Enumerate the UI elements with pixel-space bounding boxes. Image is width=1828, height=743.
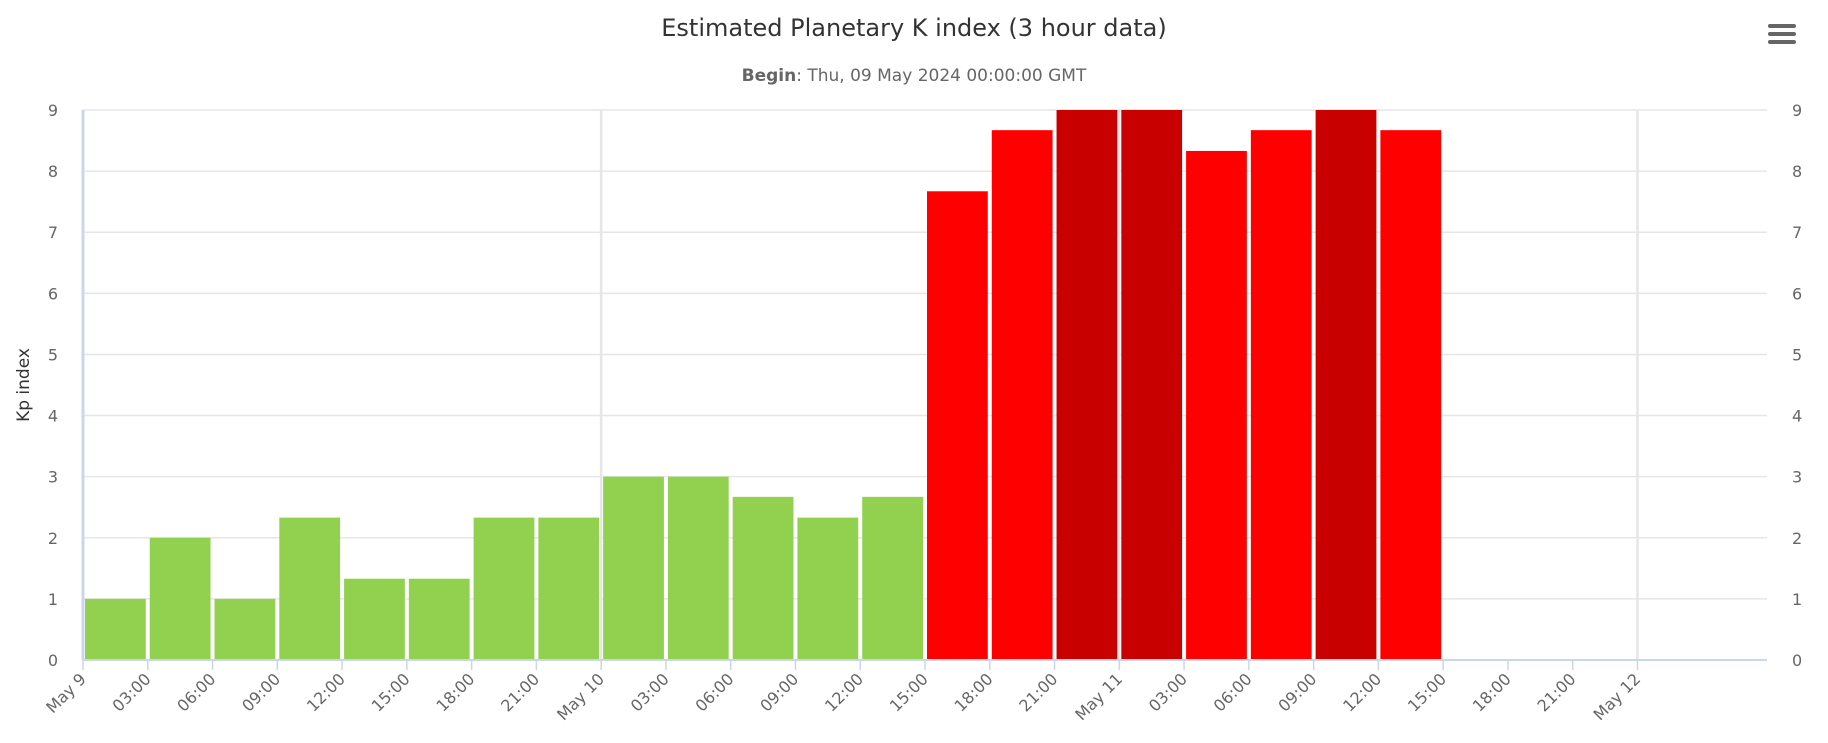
kp-bar [927,191,988,660]
bar-layer [85,110,1442,660]
x-tick-label: 18:00 [1469,669,1515,715]
x-tick-label: 09:00 [756,669,802,715]
hamburger-icon [1768,24,1796,28]
y-axis-title: Kp index [14,348,34,422]
kp-bar [1315,110,1377,660]
x-tick-label: 09:00 [1274,669,1320,715]
kp-bar [797,517,859,660]
kp-bar [538,517,600,660]
y-tick-label-left: 9 [48,101,58,120]
x-tick-label: 06:00 [1210,669,1256,715]
y-tick-label-left: 3 [48,468,58,487]
subtitle-value: : Thu, 09 May 2024 00:00:00 GMT [796,66,1087,86]
x-tick-label: 15:00 [1404,669,1450,715]
y-tick-label-left: 4 [48,407,58,426]
y-tick-label-right: 9 [1792,101,1802,120]
chart-subtitle: Begin: Thu, 09 May 2024 00:00:00 GMT [0,66,1828,86]
kp-bar [279,517,341,660]
x-tick-label: 06:00 [691,669,737,715]
x-tick-label: 21:00 [497,669,543,715]
x-tick-label: May 10 [553,669,608,724]
kp-bar [344,578,405,660]
x-tick-label: 21:00 [1015,669,1061,715]
y-tick-label-left: 6 [48,284,58,303]
grid-layer [83,109,1767,661]
y-tick-label-left: 5 [48,345,58,364]
y-tick-label-right: 4 [1792,407,1802,426]
x-tick-label: 15:00 [886,669,932,715]
chart-menu-button[interactable] [1768,24,1796,48]
kp-bar [214,598,276,660]
kp-bar [1380,130,1442,660]
y-tick-label-right: 6 [1792,284,1802,303]
kp-bar [408,578,470,660]
x-tick-label: 06:00 [173,669,219,715]
x-tick-label: 12:00 [303,669,349,715]
y-tick-label-right: 0 [1792,651,1802,670]
kp-bar [1186,150,1247,660]
y-tick-label-right: 8 [1792,162,1802,181]
y-tick-label-right: 1 [1792,590,1802,609]
y-tick-label-left: 2 [48,529,58,548]
chart-title: Estimated Planetary K index (3 hour data… [661,14,1167,42]
kp-bar [862,496,923,660]
x-tick-label: May 11 [1071,669,1126,724]
y-tick-label-left: 8 [48,162,58,181]
kp-bar [603,476,664,660]
x-tick-label: 03:00 [1145,669,1191,715]
x-tick-label: 12:00 [821,669,867,715]
kp-bar [1121,110,1183,660]
hamburger-icon-line [1768,40,1796,44]
y-tick-label-right: 3 [1792,468,1802,487]
x-tick-label: 03:00 [109,669,155,715]
x-tick-label: May 12 [1589,669,1644,724]
y-tick-label-right: 7 [1792,223,1802,242]
y-tick-label-left: 0 [48,651,58,670]
hamburger-icon-line [1768,32,1796,36]
x-tick-label: 03:00 [627,669,673,715]
kp-bar [85,598,146,660]
kp-bar [1250,130,1312,660]
y-tick-label-left: 7 [48,223,58,242]
kp-bar [667,476,729,660]
x-tick-label: 18:00 [951,669,997,715]
x-tick-label: 12:00 [1339,669,1385,715]
subtitle-label: Begin [741,66,797,86]
x-tick-label: 09:00 [238,669,284,715]
kp-bar [1056,110,1118,660]
y-tick-label-right: 5 [1792,345,1802,364]
x-tick-label: May 9 [42,669,90,717]
x-tick-label: 21:00 [1533,669,1579,715]
y-tick-label-right: 2 [1792,529,1802,548]
kp-bar [473,517,535,660]
y-tick-label-left: 1 [48,590,58,609]
kp-bar [149,537,211,660]
x-tick-label: 15:00 [368,669,414,715]
kp-bar [991,130,1053,660]
x-tick-label: 18:00 [432,669,478,715]
kp-bar [732,496,794,660]
